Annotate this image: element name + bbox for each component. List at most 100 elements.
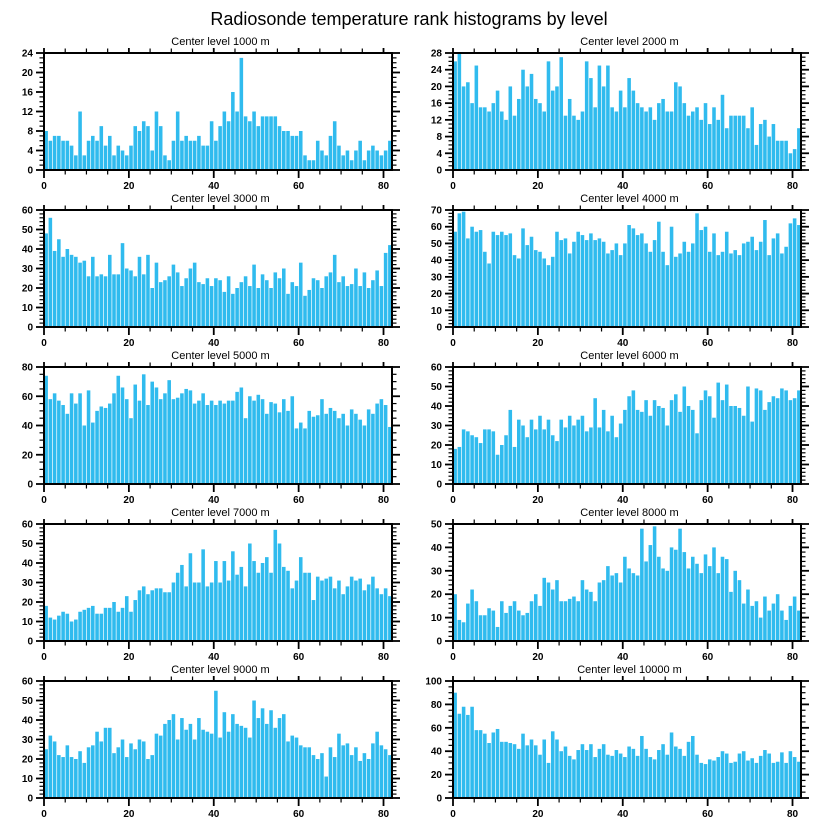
svg-text:30: 30 xyxy=(431,566,443,577)
svg-text:0: 0 xyxy=(41,495,47,506)
svg-text:50: 50 xyxy=(431,520,443,531)
svg-text:60: 60 xyxy=(702,652,714,663)
svg-text:20: 20 xyxy=(532,809,544,820)
svg-text:20: 20 xyxy=(431,82,443,93)
svg-text:40: 40 xyxy=(617,652,629,663)
subplot-5000m: Center level 5000 m 0 20 40 60 80 0 20 40 60 80 xyxy=(0,350,409,507)
svg-text:40: 40 xyxy=(22,559,34,570)
svg-text:0: 0 xyxy=(41,809,47,820)
svg-text:20: 20 xyxy=(431,441,443,452)
svg-text:70: 70 xyxy=(431,206,443,217)
subplot-8000m: Center level 8000 m 0 20 40 60 80 0 10 20 30 40 50 xyxy=(409,507,818,664)
svg-text:0: 0 xyxy=(27,166,33,177)
svg-text:40: 40 xyxy=(208,652,220,663)
svg-text:50: 50 xyxy=(431,382,443,393)
svg-text:60: 60 xyxy=(22,520,34,531)
svg-text:30: 30 xyxy=(22,264,34,275)
svg-text:8: 8 xyxy=(27,127,33,138)
svg-text:20: 20 xyxy=(123,495,135,506)
chart-grid: Center level 1000 m 0 20 40 60 80 0 4 8 12 16 20 24… xyxy=(0,36,818,821)
svg-text:80: 80 xyxy=(22,363,34,374)
svg-text:40: 40 xyxy=(22,716,34,727)
svg-text:10: 10 xyxy=(431,306,443,317)
svg-text:0: 0 xyxy=(436,166,442,177)
svg-text:60: 60 xyxy=(22,677,34,688)
svg-text:80: 80 xyxy=(378,652,390,663)
svg-text:30: 30 xyxy=(22,578,34,589)
svg-text:40: 40 xyxy=(431,747,443,758)
svg-text:20: 20 xyxy=(123,338,135,349)
svg-text:24: 24 xyxy=(22,49,34,60)
svg-text:20: 20 xyxy=(22,284,34,295)
svg-text:40: 40 xyxy=(208,181,220,192)
svg-text:20: 20 xyxy=(532,495,544,506)
svg-text:0: 0 xyxy=(41,338,47,349)
svg-text:0: 0 xyxy=(436,480,442,491)
svg-text:30: 30 xyxy=(431,272,443,283)
svg-text:20: 20 xyxy=(123,809,135,820)
histogram-5000m: 0 20 40 60 80 0 20 40 60 80 xyxy=(22,362,400,506)
subplot-10000m: Center level 10000 m 0 20 40 60 80 0 20 40 60 80 1… xyxy=(409,664,818,821)
histogram-7000m: 0 20 40 60 80 0 10 20 30 40 50 60 xyxy=(22,519,400,663)
svg-text:40: 40 xyxy=(208,809,220,820)
subplot-title: Center level 7000 m xyxy=(171,507,270,519)
svg-text:12: 12 xyxy=(431,115,443,126)
histogram-3000m: 0 20 40 60 80 0 10 20 30 40 50 60 xyxy=(22,205,400,349)
svg-text:80: 80 xyxy=(378,809,390,820)
svg-text:0: 0 xyxy=(450,809,456,820)
histogram-9000m: 0 20 40 60 80 0 10 20 30 40 50 60 xyxy=(22,676,400,820)
svg-text:50: 50 xyxy=(22,225,34,236)
subplot-title: Center level 10000 m xyxy=(577,664,682,676)
svg-text:60: 60 xyxy=(431,723,443,734)
svg-text:0: 0 xyxy=(450,495,456,506)
svg-text:16: 16 xyxy=(431,99,443,110)
svg-text:40: 40 xyxy=(431,543,443,554)
svg-text:30: 30 xyxy=(22,735,34,746)
subplot-title: Center level 6000 m xyxy=(580,350,679,362)
svg-text:24: 24 xyxy=(431,65,443,76)
svg-text:60: 60 xyxy=(22,206,34,217)
histogram-2000m: 0 20 40 60 80 0 4 8 12 16 20 24 28 xyxy=(431,48,809,192)
svg-text:80: 80 xyxy=(787,495,799,506)
svg-text:20: 20 xyxy=(22,68,34,79)
svg-text:0: 0 xyxy=(450,181,456,192)
svg-text:80: 80 xyxy=(787,181,799,192)
svg-text:10: 10 xyxy=(22,774,34,785)
svg-text:0: 0 xyxy=(436,323,442,334)
svg-text:0: 0 xyxy=(27,323,33,334)
subplot-3000m: Center level 3000 m 0 20 40 60 80 0 10 20 30 40 50… xyxy=(0,193,409,350)
svg-text:0: 0 xyxy=(27,637,33,648)
svg-text:80: 80 xyxy=(378,181,390,192)
svg-text:20: 20 xyxy=(532,181,544,192)
subplot-title: Center level 1000 m xyxy=(171,36,270,48)
svg-text:60: 60 xyxy=(293,181,305,192)
svg-text:80: 80 xyxy=(431,700,443,711)
svg-text:50: 50 xyxy=(431,239,443,250)
svg-text:0: 0 xyxy=(436,794,442,805)
subplot-9000m: Center level 9000 m 0 20 40 60 80 0 10 20 30 40 50… xyxy=(0,664,409,821)
svg-text:0: 0 xyxy=(27,480,33,491)
svg-text:80: 80 xyxy=(787,652,799,663)
svg-text:60: 60 xyxy=(431,222,443,233)
svg-text:60: 60 xyxy=(702,495,714,506)
svg-text:60: 60 xyxy=(293,652,305,663)
svg-text:60: 60 xyxy=(293,338,305,349)
svg-text:0: 0 xyxy=(41,181,47,192)
svg-text:40: 40 xyxy=(617,495,629,506)
histogram-10000m: 0 20 40 60 80 0 20 40 60 80 100 xyxy=(425,676,809,820)
svg-text:0: 0 xyxy=(41,652,47,663)
svg-text:80: 80 xyxy=(787,338,799,349)
svg-text:10: 10 xyxy=(431,613,443,624)
svg-text:10: 10 xyxy=(22,303,34,314)
svg-text:40: 40 xyxy=(431,256,443,267)
svg-text:40: 40 xyxy=(208,495,220,506)
histogram-8000m: 0 20 40 60 80 0 10 20 30 40 50 xyxy=(431,519,809,663)
svg-text:10: 10 xyxy=(431,460,443,471)
svg-text:40: 40 xyxy=(617,181,629,192)
svg-text:20: 20 xyxy=(532,652,544,663)
subplot-title: Center level 2000 m xyxy=(580,36,679,48)
svg-text:40: 40 xyxy=(22,421,34,432)
svg-text:20: 20 xyxy=(431,590,443,601)
svg-text:0: 0 xyxy=(27,794,33,805)
svg-text:0: 0 xyxy=(450,652,456,663)
